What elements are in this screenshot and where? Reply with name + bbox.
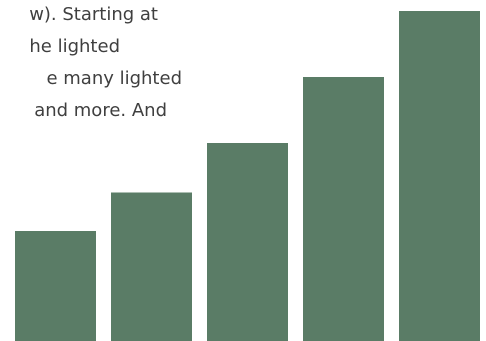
text-line-2: he lighted [29, 36, 120, 57]
bar-4 [303, 77, 384, 341]
bar-1 [15, 231, 96, 341]
partial-text-block: w). Starting at he lighted e many lighte… [0, 0, 200, 190]
text-line-3: e many lighted [46, 68, 182, 89]
text-line-1: w). Starting at [29, 4, 158, 25]
text-line-4: and more. And [34, 100, 167, 121]
bar-3 [207, 143, 288, 341]
bar-2 [111, 192, 192, 341]
bar-5 [399, 11, 480, 341]
